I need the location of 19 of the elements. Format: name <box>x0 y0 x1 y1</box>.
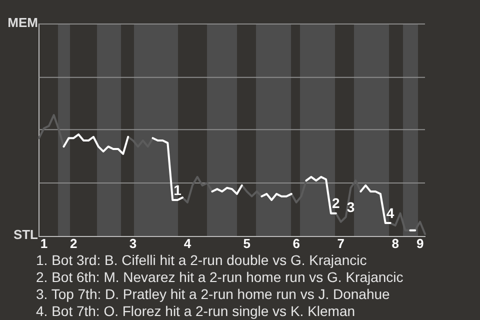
x-tick-label: 6 <box>292 236 300 251</box>
text: 1. Bot 3rd: B. Cifelli hit a 2-run double vs G. Krajancic <box>36 252 368 269</box>
x-tick-label: 4 <box>184 236 192 251</box>
x-tick-label: 7 <box>337 236 344 251</box>
x-tick-label: 8 <box>392 236 399 251</box>
x-tick-label: 1 <box>40 236 48 251</box>
annotation: 1 <box>174 182 182 198</box>
x-tick-label: 3 <box>129 236 137 251</box>
text: 2. Bot 6th: M. Nevarez hit a 2-run home run vs G. Krajancic <box>36 269 404 286</box>
text: STL <box>13 227 38 242</box>
text: 4. Bot 7th: O. Florez hit a 2-run single vs K. Kleman <box>36 303 356 320</box>
text: MEM <box>8 15 38 30</box>
annotation: 2 <box>332 195 340 212</box>
annotation: 4 <box>386 204 394 221</box>
annotation: 3 <box>346 198 355 215</box>
x-tick-label: 9 <box>416 236 424 251</box>
x-tick-label: 2 <box>70 236 78 251</box>
x-tick-label: 5 <box>243 236 250 251</box>
text: 3. Top 7th: D. Pratley hit a 2-run home run vs J. Donahue <box>36 286 391 303</box>
